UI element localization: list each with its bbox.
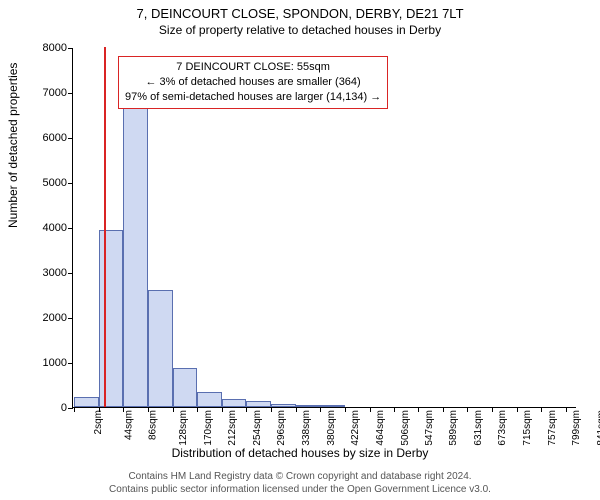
y-tick-label: 6000 <box>27 132 67 144</box>
x-tick-label: 44sqm <box>123 410 134 440</box>
footer-line-2: Contains public sector information licen… <box>0 484 600 497</box>
y-tick-label: 5000 <box>27 177 67 189</box>
x-axis-label: Distribution of detached houses by size … <box>0 446 600 460</box>
histogram-bar <box>222 399 247 407</box>
x-tick-label: 380sqm <box>326 410 337 446</box>
x-tick-label: 589sqm <box>448 410 459 446</box>
y-tick-label: 1000 <box>27 357 67 369</box>
histogram-bar <box>246 401 271 407</box>
x-tick-label: 547sqm <box>424 410 435 446</box>
x-tick-label: 128sqm <box>178 410 189 446</box>
y-tick-label: 7000 <box>27 87 67 99</box>
x-tick-label: 86sqm <box>148 410 159 440</box>
y-tick-label: 0 <box>27 402 67 414</box>
chart-title: 7, DEINCOURT CLOSE, SPONDON, DERBY, DE21… <box>0 6 600 21</box>
x-tick-label: 673sqm <box>497 410 508 446</box>
y-tick-label: 2000 <box>27 312 67 324</box>
chart-footer: Contains HM Land Registry data © Crown c… <box>0 471 600 496</box>
histogram-bar <box>197 392 222 407</box>
x-tick-label: 506sqm <box>400 410 411 446</box>
histogram-bar <box>173 368 198 407</box>
annotation-line: 7 DEINCOURT CLOSE: 55sqm <box>125 60 381 75</box>
footer-line-1: Contains HM Land Registry data © Crown c… <box>0 471 600 484</box>
histogram-bar <box>148 290 173 407</box>
histogram-bar <box>74 397 99 407</box>
x-tick-label: 296sqm <box>277 410 288 446</box>
x-tick-label: 422sqm <box>350 410 361 446</box>
x-tick-label: 757sqm <box>547 410 558 446</box>
annotation-line: ← 3% of detached houses are smaller (364… <box>125 75 381 90</box>
annotation-line: 97% of semi-detached houses are larger (… <box>125 90 381 105</box>
chart-subtitle: Size of property relative to detached ho… <box>0 23 600 37</box>
x-tick-label: 2sqm <box>93 410 104 434</box>
chart-plot-area: 0100020003000400050006000700080002sqm44s… <box>72 48 576 408</box>
y-tick-label: 8000 <box>27 42 67 54</box>
x-tick-label: 715sqm <box>522 410 533 446</box>
x-tick-label: 799sqm <box>571 410 582 446</box>
property-marker-line <box>104 47 106 407</box>
histogram-bar <box>99 230 124 407</box>
y-tick-label: 4000 <box>27 222 67 234</box>
x-tick-label: 841sqm <box>596 410 600 446</box>
x-tick-label: 631sqm <box>473 410 484 446</box>
histogram-bar <box>123 104 148 407</box>
y-tick-label: 3000 <box>27 267 67 279</box>
x-tick-label: 464sqm <box>375 410 386 446</box>
annotation-box: 7 DEINCOURT CLOSE: 55sqm← 3% of detached… <box>118 56 388 109</box>
x-tick-label: 212sqm <box>227 410 238 446</box>
x-tick-label: 254sqm <box>252 410 263 446</box>
histogram-bar <box>320 405 345 407</box>
histogram-bar <box>296 405 321 407</box>
x-tick-label: 170sqm <box>203 410 214 446</box>
y-axis-label: Number of detached properties <box>6 63 20 228</box>
histogram-bar <box>271 404 296 407</box>
x-tick-label: 338sqm <box>301 410 312 446</box>
